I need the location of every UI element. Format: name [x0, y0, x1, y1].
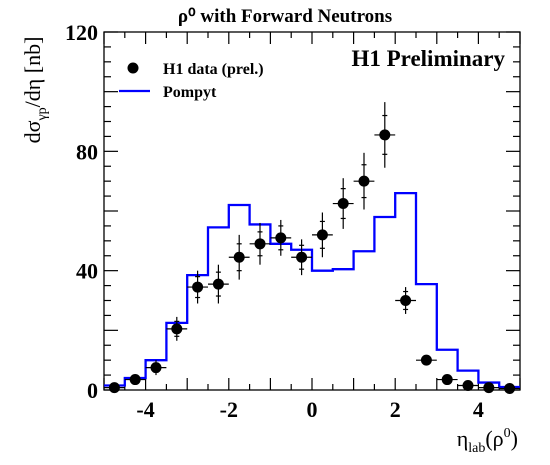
- x-tick-label: 0: [307, 397, 318, 422]
- data-point: [374, 102, 396, 168]
- data-point: [499, 383, 520, 395]
- x-tick-label: 4: [473, 397, 484, 422]
- data-point: [166, 316, 188, 341]
- legend: H1 data (prel.) Pompyt: [119, 61, 264, 101]
- chart-title: ρ⁰ with Forward Neutrons: [178, 6, 392, 27]
- data-point: [353, 152, 375, 210]
- x-tick-label: -2: [220, 397, 238, 422]
- y-axis-label: dσγp/dη [nb]: [20, 37, 50, 144]
- data-point: [228, 234, 250, 280]
- h1-preliminary-label: H1 Preliminary: [351, 46, 505, 71]
- h1-data-points: [104, 102, 520, 395]
- data-point: [436, 374, 458, 386]
- data-point: [187, 270, 208, 304]
- data-point: [145, 360, 167, 376]
- data-point: [457, 380, 479, 392]
- data-point: [332, 178, 354, 229]
- y-tick-label: 80: [76, 139, 98, 164]
- y-tick-label: 40: [76, 259, 98, 284]
- x-tick-label: 2: [390, 397, 401, 422]
- data-point: [416, 354, 437, 366]
- legend-label-pompyt: Pompyt: [163, 84, 217, 101]
- data-point: [124, 374, 146, 386]
- data-point: [395, 287, 416, 314]
- legend-label-data: H1 data (prel.): [163, 61, 264, 78]
- data-point: [478, 382, 500, 394]
- data-point: [208, 264, 229, 304]
- y-axis-ticks: 0 40 80 120: [65, 20, 520, 403]
- y-tick-label: 0: [87, 378, 98, 403]
- data-point: [270, 219, 292, 256]
- y-tick-label: 120: [65, 20, 98, 45]
- x-axis-label: ηlab(ρ0): [457, 426, 518, 456]
- legend-data-marker: [127, 62, 139, 74]
- data-point: [312, 212, 333, 258]
- x-axis-ticks: -4 -2 0 2 4: [103, 32, 521, 422]
- data-point: [291, 239, 312, 276]
- x-tick-label: -4: [136, 397, 154, 422]
- data-point: [104, 382, 125, 394]
- data-point: [249, 222, 271, 265]
- pompyt-histogram-line: [104, 191, 520, 389]
